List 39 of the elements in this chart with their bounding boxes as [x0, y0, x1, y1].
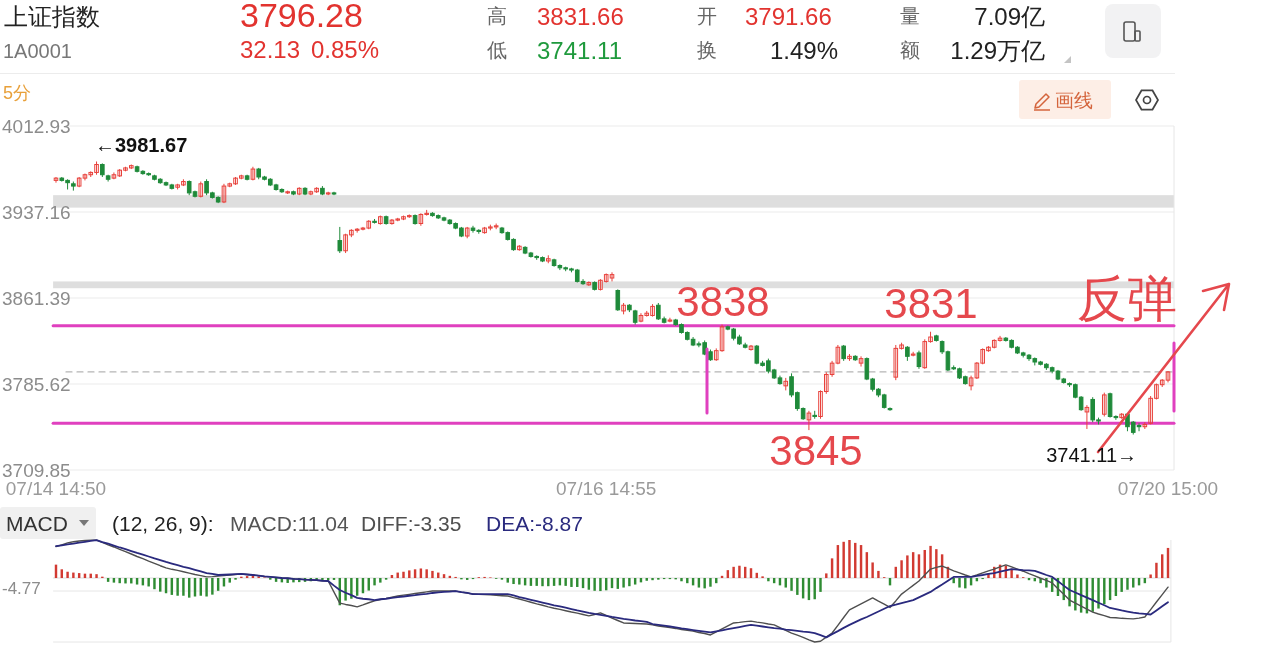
text: 7.09亿	[974, 3, 1045, 30]
text: 1A0001	[3, 40, 72, 62]
annotation: 3838	[676, 278, 770, 325]
text: 画线	[1055, 90, 1093, 111]
text: 1.29万亿	[950, 37, 1045, 64]
legend-title: (12, 26, 9):	[112, 512, 214, 535]
text: -4.77	[2, 579, 41, 598]
text: DEA:-8.87	[486, 512, 583, 535]
text: 低	[487, 39, 507, 61]
text: MACD:11.04	[230, 512, 349, 535]
text: 开	[697, 5, 717, 27]
annotation: 3741.11→	[1046, 444, 1137, 466]
text: 额	[900, 39, 920, 61]
y-tick-label: 4012.93	[2, 115, 71, 137]
text: 量	[900, 5, 920, 27]
x-tick-label: 07/14 14:50	[5, 478, 107, 499]
text: 3796.28	[240, 0, 363, 34]
x-tick-label: 07/20 15:00	[1117, 478, 1219, 499]
text: 高	[487, 5, 507, 27]
y-tick-label: 3937.16	[2, 201, 71, 223]
text: 3831.66	[537, 3, 624, 30]
annotation: 反弹	[1077, 271, 1177, 327]
text: 1.49%	[769, 37, 838, 64]
text: 上证指数	[4, 3, 100, 30]
y-tick-label: 3709.85	[2, 459, 71, 481]
x-tick-label: 07/16 14:55	[556, 478, 657, 499]
text: 换	[697, 39, 717, 61]
y-tick-label: 3785.62	[2, 373, 71, 395]
text: 5分	[3, 83, 32, 103]
text: 32.13	[240, 36, 301, 63]
text: DIFF:-3.35	[361, 512, 462, 535]
text: 3791.66	[745, 3, 832, 30]
y-tick-label: 3861.39	[2, 287, 71, 309]
text: 0.85%	[311, 36, 380, 63]
chart-title: MACD	[6, 512, 68, 535]
annotation: 3831	[884, 280, 978, 327]
text: 3741.11	[537, 37, 622, 64]
annotation: 3845	[769, 427, 863, 474]
annotation: ←3981.67	[95, 134, 188, 156]
